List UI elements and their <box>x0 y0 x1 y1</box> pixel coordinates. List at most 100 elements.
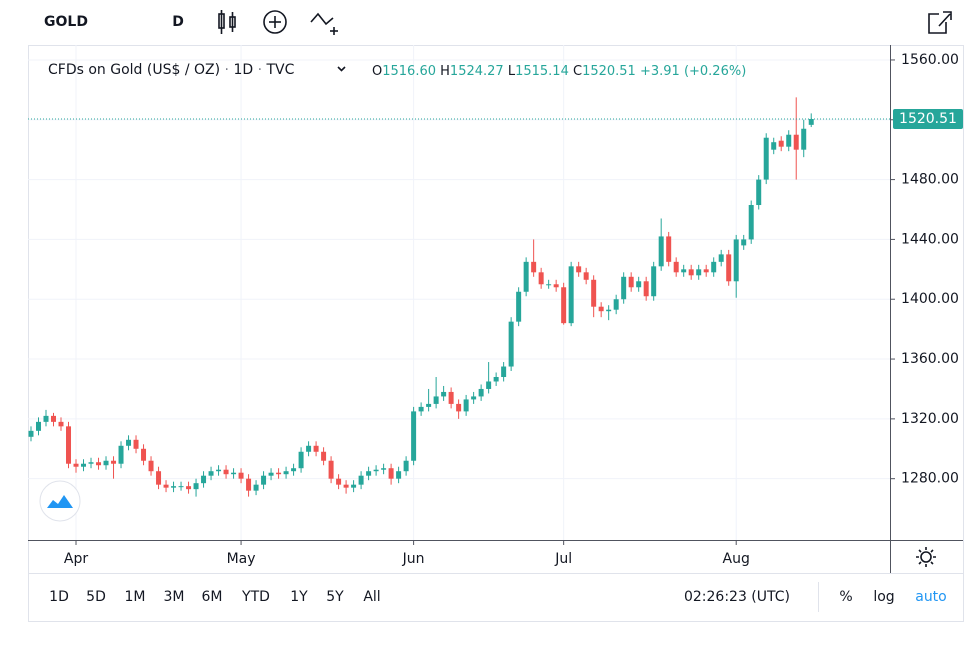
y-tick-label: 1560.00 <box>901 52 959 68</box>
range-button[interactable]: All <box>363 589 380 605</box>
candle-body <box>88 462 94 464</box>
candle-body <box>748 205 754 240</box>
candle-body <box>321 451 327 461</box>
candle-body <box>246 478 252 491</box>
candle-body <box>216 469 222 472</box>
clock: 02:26:23 (UTC) <box>684 589 790 605</box>
candle-body <box>726 254 732 282</box>
candle-body <box>688 269 694 276</box>
x-tick-label: Aug <box>723 551 750 567</box>
candle-body <box>441 391 447 397</box>
high-value: 1524.27 <box>450 64 504 79</box>
change-value: +3.91 (+0.26%) <box>640 64 746 79</box>
y-tick-label: 1480.00 <box>901 172 959 188</box>
candle-body <box>201 475 207 484</box>
candle-body <box>358 475 364 485</box>
range-button[interactable]: 5Y <box>326 589 344 605</box>
candle-body <box>591 279 597 307</box>
range-button[interactable]: YTD <box>241 589 270 605</box>
scale-option[interactable]: log <box>873 589 894 605</box>
legend-separator: · <box>225 62 229 78</box>
candle-body <box>771 142 777 150</box>
candle-body <box>508 321 514 367</box>
candle-body <box>133 439 139 449</box>
symbol[interactable]: GOLD <box>44 14 88 30</box>
scale-option[interactable]: auto <box>915 589 947 605</box>
candle-body <box>261 475 267 485</box>
candle-body <box>306 445 312 452</box>
candle-body <box>448 391 454 404</box>
scale-option[interactable]: % <box>839 589 852 605</box>
candle-body <box>403 460 409 472</box>
candle-body <box>763 137 769 180</box>
compare-button[interactable] <box>263 10 287 34</box>
candle-body <box>253 484 259 491</box>
range-button[interactable]: 1D <box>49 589 69 605</box>
y-tick-label: 1360.00 <box>901 351 959 367</box>
candle-body <box>328 460 334 479</box>
candle-body <box>343 484 349 488</box>
candle-body <box>231 472 237 475</box>
candle-body <box>598 306 604 312</box>
candle-body <box>778 140 784 147</box>
range-button[interactable]: 5D <box>86 589 106 605</box>
candle-body <box>81 463 87 467</box>
candle-body <box>126 439 132 446</box>
settings-button[interactable] <box>916 547 936 567</box>
y-tick-label: 1320.00 <box>901 411 959 427</box>
range-button[interactable]: 6M <box>202 589 223 605</box>
interval-button[interactable]: D <box>172 14 184 30</box>
candle-body <box>291 468 297 472</box>
candle-body <box>223 469 229 475</box>
range-button[interactable]: 1M <box>125 589 146 605</box>
candle-body <box>801 128 807 150</box>
candle-body <box>756 179 762 206</box>
candle-body <box>43 415 49 422</box>
x-tick-label: May <box>227 551 256 567</box>
candle-body <box>178 486 184 488</box>
candle-body <box>696 269 702 276</box>
candles <box>28 97 890 497</box>
y-tick-label: 1400.00 <box>901 291 959 307</box>
range-button[interactable]: 3M <box>164 589 185 605</box>
indicators-button[interactable] <box>310 12 338 35</box>
last-price-label: 1520.51 <box>899 111 957 127</box>
candle-body <box>148 460 154 472</box>
candle-body <box>193 483 199 490</box>
candle-body <box>613 299 619 310</box>
chart-frame <box>28 45 964 622</box>
range-button[interactable]: 1Y <box>290 589 308 605</box>
open-value: 1516.60 <box>382 64 436 79</box>
legend-chevron[interactable] <box>337 66 346 72</box>
candle-body <box>703 269 709 273</box>
candle-body <box>786 134 792 147</box>
candle-body <box>478 388 484 397</box>
legend-title: CFDs on Gold (US$ / OZ) <box>48 62 220 78</box>
candle-body <box>186 486 192 490</box>
high-label: H <box>440 64 450 79</box>
chart-style-button[interactable] <box>218 10 236 34</box>
legend-source[interactable]: TVC <box>265 62 294 78</box>
legend: CFDs on Gold (US$ / OZ) · 1D · TVC <box>48 62 295 78</box>
close-label: C <box>573 64 582 79</box>
candle-body <box>163 484 169 488</box>
candle-body <box>561 287 567 324</box>
candle-body <box>523 261 529 292</box>
candle-body <box>111 460 117 464</box>
candle-body <box>711 261 717 273</box>
candle-body <box>538 272 544 285</box>
candle-body <box>28 430 34 437</box>
candle-body <box>658 236 664 267</box>
candle-body <box>103 460 109 466</box>
candle-body <box>313 445 319 452</box>
bottom-toolbar: 1D 5D 1M 3M 6M YTD 1Y 5Y All% log auto <box>49 589 947 605</box>
candle-body <box>673 261 679 273</box>
candle-body <box>238 472 244 479</box>
candle-body <box>381 468 387 470</box>
candle-body <box>501 366 507 377</box>
candle-body <box>73 463 79 467</box>
share-button[interactable] <box>928 11 952 34</box>
x-tick-label: Apr <box>64 551 88 567</box>
